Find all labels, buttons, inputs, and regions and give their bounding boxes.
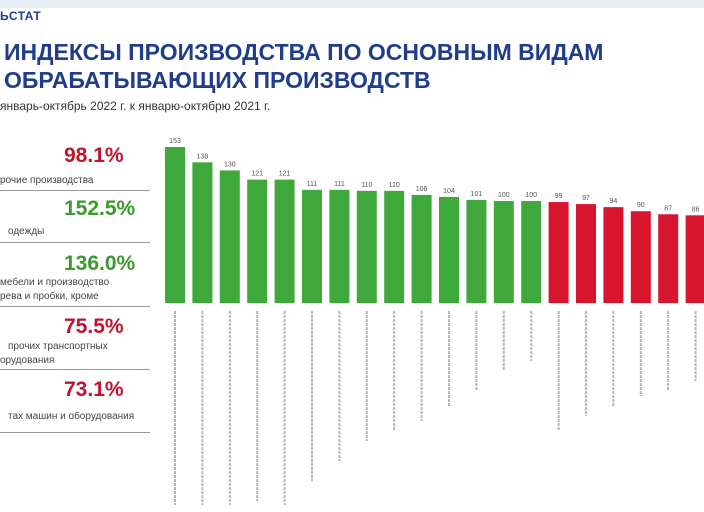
data-label-16: 94 xyxy=(610,198,618,205)
bar-18 xyxy=(658,214,679,303)
data-label-18: 87 xyxy=(664,205,672,212)
data-label-17: 90 xyxy=(637,202,645,209)
kpi-value-2: 136.0% xyxy=(64,252,136,275)
bar-17 xyxy=(630,211,651,303)
bar-9 xyxy=(411,194,432,303)
data-label-13: 100 xyxy=(525,192,537,199)
brand-bar xyxy=(0,0,704,8)
data-label-19: 86 xyxy=(692,206,700,213)
kpi-label-1: одежды xyxy=(8,226,45,237)
data-label-2: 130 xyxy=(224,161,236,168)
kpi-value-0: 98.1% xyxy=(64,144,124,167)
data-label-1: 138 xyxy=(197,153,209,160)
kpi-divider-0 xyxy=(0,190,150,191)
bar-14 xyxy=(548,202,569,303)
bar-13 xyxy=(521,201,542,303)
bar-5 xyxy=(302,189,322,303)
kpi-label-0: рочие производства xyxy=(0,175,94,186)
data-label-5: 111 xyxy=(307,181,318,188)
bar-6 xyxy=(329,189,350,303)
data-label-15: 97 xyxy=(582,195,590,202)
data-label-10: 104 xyxy=(443,188,455,195)
kpi-label-3a: прочих транспортных xyxy=(8,341,108,352)
bar-2 xyxy=(219,170,240,303)
bar-19 xyxy=(685,215,704,303)
bar-3 xyxy=(247,179,268,303)
bar-4 xyxy=(274,179,295,303)
kpi-value-1: 152.5% xyxy=(64,197,136,220)
data-label-3: 121 xyxy=(251,171,263,178)
kpi-divider-2 xyxy=(0,306,150,307)
kpi-divider-1 xyxy=(0,242,150,243)
data-label-0: 153 xyxy=(169,138,181,145)
title-line-1: ИНДЕКСЫ ПРОИЗВОДСТВА ПО ОСНОВНЫМ ВИДАМ xyxy=(4,39,604,65)
page-title: ИНДЕКСЫ ПРОИЗВОДСТВА ПО ОСНОВНЫМ ВИДАМ О… xyxy=(4,38,603,94)
bar-7 xyxy=(356,190,377,303)
bar-11 xyxy=(466,200,487,303)
page-subtitle: январь-октябрь 2022 г. к январю-октябрю … xyxy=(0,99,271,113)
data-label-11: 101 xyxy=(471,191,483,198)
data-label-4: 121 xyxy=(279,171,291,178)
bar-16 xyxy=(603,207,624,303)
kpi-label-2b: рева и пробки, кроме xyxy=(0,291,99,302)
title-line-2: ОБРАБАТЫВАЮЩИХ ПРОИЗВОДСТВ xyxy=(4,67,431,93)
kpi-value-3: 75.5% xyxy=(64,315,124,338)
data-label-12: 100 xyxy=(498,192,510,199)
kpi-divider-3 xyxy=(0,369,150,370)
bar-0 xyxy=(165,147,185,303)
brand-logo-text: ЬСТАТ xyxy=(0,9,42,23)
bar-8 xyxy=(384,190,405,303)
bar-10 xyxy=(439,196,459,303)
kpi-label-3b: орудования xyxy=(0,355,55,366)
data-label-6: 111 xyxy=(334,181,345,188)
bar-1 xyxy=(192,162,213,303)
data-label-9: 106 xyxy=(416,186,428,193)
data-label-8: 110 xyxy=(389,182,400,189)
data-label-14: 99 xyxy=(555,193,563,200)
kpi-label-2a: мебели и производство xyxy=(0,277,110,288)
kpi-divider-4 xyxy=(0,432,150,433)
kpi-value-4: 73.1% xyxy=(64,378,124,401)
bar-12 xyxy=(493,201,514,303)
bar-15 xyxy=(576,204,596,303)
kpi-label-4: тах машин и оборудования xyxy=(8,411,135,422)
data-label-7: 110 xyxy=(361,182,372,189)
